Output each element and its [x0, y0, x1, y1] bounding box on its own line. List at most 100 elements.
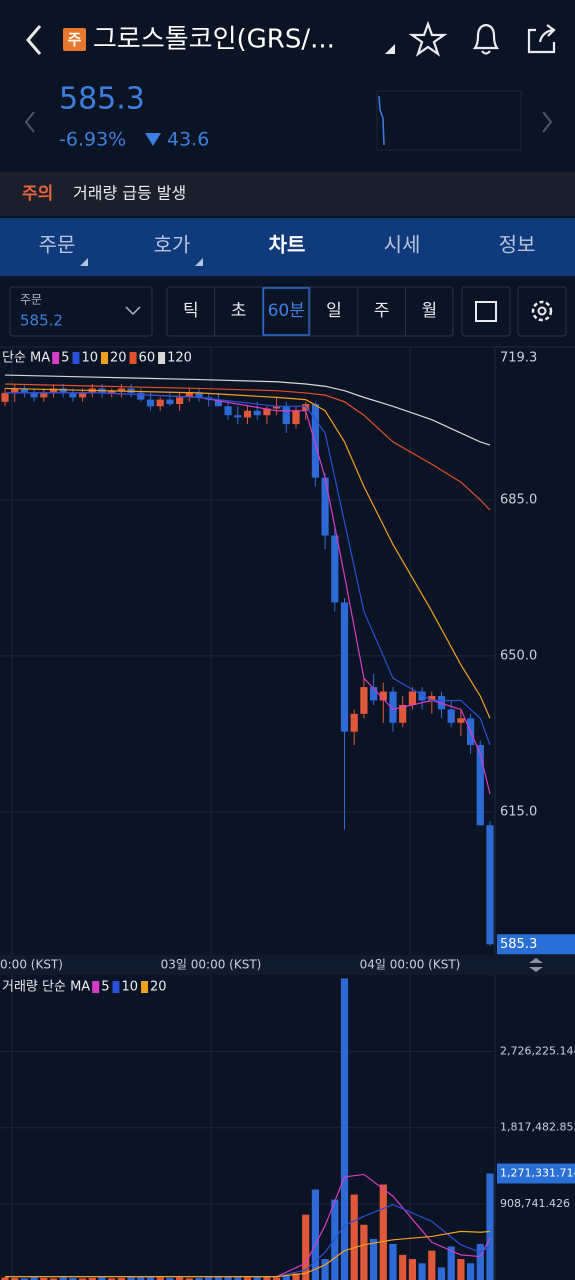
prev-button[interactable]: [24, 111, 35, 133]
candle-body: [69, 392, 77, 398]
axis-resize[interactable]: [529, 958, 543, 972]
volume-bar: [146, 1277, 155, 1280]
y-tick-label: 685.0: [500, 492, 537, 507]
volume-bar: [243, 1277, 252, 1280]
candle-body: [253, 410, 261, 416]
candle-body: [292, 410, 300, 425]
ma-line: [4, 374, 491, 446]
volume-bar: [340, 978, 349, 1280]
volume-bar: [195, 1277, 203, 1280]
candle-body: [146, 399, 155, 407]
volume-bar: [321, 1259, 329, 1280]
alert-button[interactable]: [472, 23, 500, 55]
volume-bar: [360, 1224, 368, 1280]
volume-bar: [166, 1277, 174, 1280]
y-tick-label: 908,741.426: [500, 1197, 570, 1210]
volume-bar: [476, 1243, 484, 1280]
tab[interactable]: 호가: [154, 233, 191, 257]
time-axis-band: [0, 955, 575, 975]
candle-body: [408, 691, 416, 705]
candle-body: [243, 410, 252, 418]
legend-swatch: [52, 352, 60, 364]
volume-bar: [428, 1250, 436, 1280]
legend-entry: 20: [150, 980, 167, 995]
volume-bar: [205, 1277, 213, 1280]
ma-line: [4, 383, 491, 511]
coin-title[interactable]: 그로스톨코인(GRS/...: [93, 25, 335, 55]
time-label: 0:00 (KST): [0, 958, 63, 972]
candle-body: [389, 691, 397, 723]
volume-bar: [30, 1277, 38, 1280]
dropdown-indicator: [385, 44, 395, 54]
candle-body: [447, 709, 455, 723]
volume-bar: [88, 1277, 96, 1280]
mini-chart-frame: [376, 90, 522, 151]
notice-bar: [0, 172, 575, 216]
next-button[interactable]: [542, 111, 553, 133]
volume-bar: [350, 1194, 358, 1280]
volume-bar: [156, 1277, 164, 1280]
draw-button[interactable]: [461, 286, 511, 337]
volume-bar: [137, 1276, 145, 1280]
candle-body: [127, 388, 135, 393]
interval-button[interactable]: 초: [231, 301, 247, 321]
volume-bar: [49, 1278, 58, 1280]
down-arrow: [145, 133, 161, 146]
y-tick-label: 650.0: [500, 648, 537, 663]
interval-button[interactable]: 월: [422, 301, 438, 321]
volume-bar: [59, 1277, 67, 1280]
volume-bar: [370, 1238, 378, 1280]
legend-entry: 20: [110, 351, 127, 366]
order-box[interactable]: [9, 286, 153, 337]
settings-icon: [531, 300, 553, 322]
tab[interactable]: 주문: [39, 233, 76, 257]
legend-swatch: [112, 981, 120, 993]
volume-bar: [11, 1277, 19, 1280]
share-button[interactable]: [527, 24, 556, 54]
tab-bar: [0, 218, 575, 276]
candle-body: [437, 696, 446, 710]
time-label: 03일 00:00 (KST): [161, 958, 262, 972]
candle-body: [418, 691, 426, 701]
volume-bar: [302, 1214, 310, 1280]
tab[interactable]: 정보: [499, 233, 536, 257]
volume-bar: [379, 1184, 387, 1280]
order-chevron: [125, 306, 141, 316]
change-percent: -6.93%: [59, 129, 126, 151]
interval-active: [262, 287, 310, 336]
candle-body: [476, 745, 484, 826]
y-tick-label: 2,726,225.144: [500, 1045, 575, 1058]
candle-body: [59, 388, 67, 393]
tab[interactable]: 차트: [269, 233, 306, 257]
tab[interactable]: 시세: [384, 233, 421, 257]
candle-body: [370, 687, 378, 701]
interval-button[interactable]: 틱: [183, 301, 199, 321]
candle-body: [117, 388, 125, 391]
volume-bar: [467, 1263, 475, 1280]
volume-bar: [98, 1277, 106, 1280]
time-label: 04일 00:00 (KST): [360, 958, 461, 972]
candle-body: [399, 704, 407, 723]
legend-entry: 60: [139, 351, 156, 366]
interval-button[interactable]: 일: [326, 301, 342, 321]
volume-bar: [418, 1263, 426, 1280]
interval-button[interactable]: 60분: [268, 301, 305, 321]
coin-badge: [63, 28, 86, 51]
favorite-button[interactable]: [408, 20, 448, 57]
volume-bar: [253, 1277, 261, 1280]
candle-body: [457, 718, 465, 723]
volume-tag: [497, 1163, 575, 1184]
back-button[interactable]: [26, 25, 42, 55]
tab-indicator: [195, 258, 203, 266]
volume-bar: [447, 1246, 455, 1280]
last-price-label: 585.3: [500, 937, 537, 952]
legend-entry: 120: [167, 351, 192, 366]
volume-bar: [263, 1276, 271, 1280]
ma-line: [4, 387, 491, 719]
settings-button[interactable]: [517, 286, 567, 337]
volume-bar: [1, 1277, 9, 1280]
interval-button[interactable]: 주: [374, 301, 390, 321]
candle-body: [176, 397, 184, 405]
volume-bar: [117, 1277, 125, 1280]
legend-swatch: [101, 352, 108, 364]
